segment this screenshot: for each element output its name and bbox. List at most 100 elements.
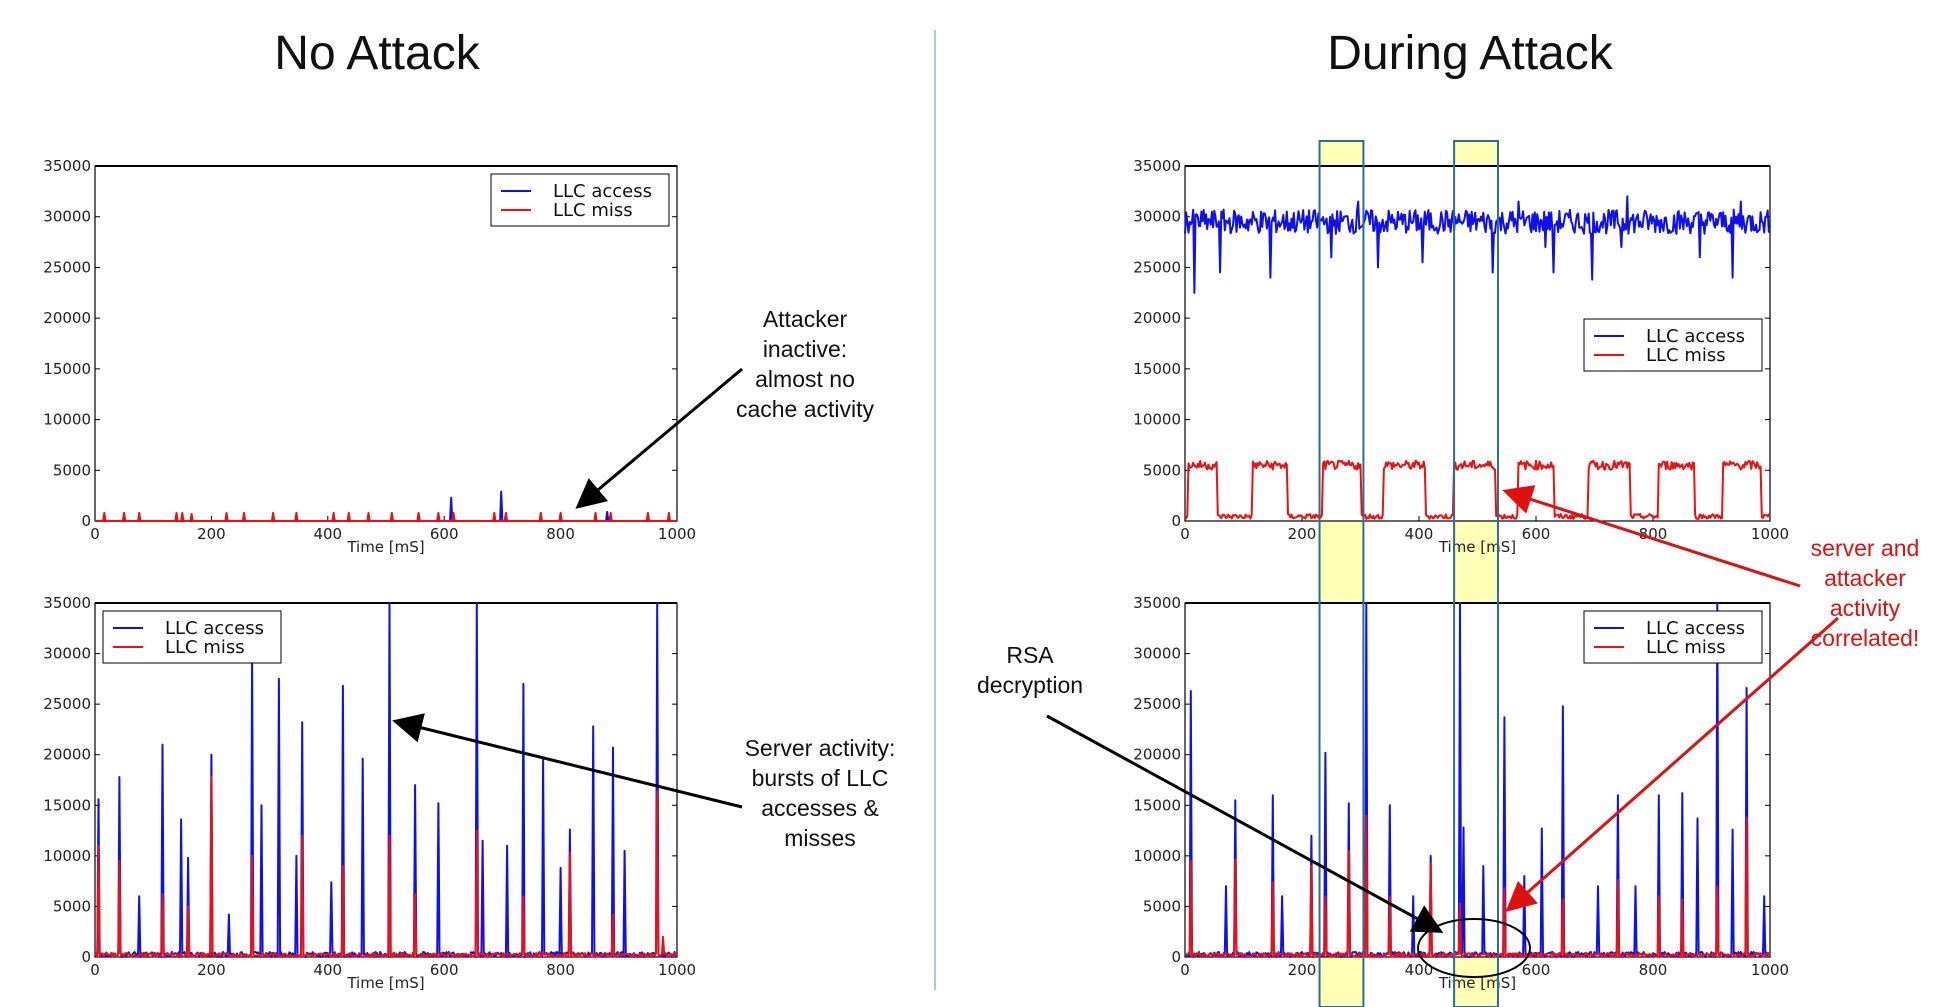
- attacker-inactive-note: Attacker inactive: almost no cache activ…: [720, 304, 890, 424]
- y-tick-label: 30000: [1133, 645, 1181, 663]
- left-panel-title: No Attack: [274, 27, 480, 80]
- note-line: cache activity: [735, 396, 875, 422]
- y-tick-label: 0: [81, 512, 91, 530]
- attack-attacker-chart: 0 5000 10000 15000 20000 25000 30000 35000 0 200 4…: [1133, 157, 1789, 556]
- legend-box: [1583, 318, 1763, 372]
- server-activity-note: Server activity: bursts of LLC accesses …: [730, 733, 910, 853]
- y-tick-label: 35000: [1133, 157, 1181, 175]
- x-tick-label: 1000: [1751, 525, 1789, 543]
- y-tick-label: 30000: [43, 645, 91, 663]
- note-line: accesses &: [761, 795, 879, 821]
- legend-label: LLC access: [553, 181, 652, 202]
- x-tick-label: 600: [430, 525, 459, 543]
- x-tick-label: 800: [546, 961, 575, 979]
- x-tick-label: 0: [90, 961, 100, 979]
- series-line-llc-miss: [1184, 459, 1771, 520]
- y-tick-label: 20000: [43, 746, 91, 764]
- y-tick-label: 20000: [43, 309, 91, 327]
- legend-label: LLC access: [1646, 618, 1745, 639]
- y-tick-label: 35000: [43, 594, 91, 612]
- y-tick-label: 25000: [1133, 695, 1181, 713]
- x-tick-label: 1000: [658, 961, 696, 979]
- y-tick-label: 10000: [43, 411, 91, 429]
- series-line-llc-access: [1184, 195, 1771, 294]
- y-tick-label: 25000: [43, 695, 91, 713]
- no-attack-server-chart: 0 5000 10000 15000 20000 25000 30000 35000 0 200 4…: [43, 594, 696, 992]
- note-line: bursts of LLC: [751, 765, 889, 791]
- correlation-highlight-band-border: [1318, 140, 1365, 1007]
- y-tick-label: 15000: [1133, 360, 1181, 378]
- y-tick-label: 25000: [1133, 258, 1181, 276]
- highlight-band-borders: [1318, 140, 1499, 1007]
- x-tick-label: 800: [546, 525, 575, 543]
- y-tick-label: 35000: [43, 157, 91, 175]
- y-tick-label: 0: [1171, 512, 1181, 530]
- correlation-arrow-bottom: [1505, 616, 1839, 912]
- y-tick-label: 10000: [43, 847, 91, 865]
- y-tick-label: 30000: [1133, 208, 1181, 226]
- legend-box: [1583, 610, 1763, 664]
- series-line-llc-miss: [95, 511, 677, 522]
- attacker-inactive-arrow: [575, 367, 743, 509]
- note-line: activity: [1829, 595, 1901, 621]
- y-tick-label: 15000: [43, 360, 91, 378]
- correlation-highlight-band-border: [1453, 140, 1499, 1007]
- x-tick-label: 600: [1522, 961, 1551, 979]
- legend-label: LLC access: [1646, 326, 1745, 347]
- annotation-arrows: [392, 367, 1839, 978]
- y-tick-label: 15000: [1133, 796, 1181, 814]
- x-tick-label: 400: [313, 961, 342, 979]
- x-tick-label: 800: [1639, 961, 1668, 979]
- y-tick-label: 30000: [43, 208, 91, 226]
- note-line: inactive:: [762, 336, 848, 362]
- note-line: misses: [784, 825, 856, 851]
- x-tick-label: 200: [1288, 961, 1317, 979]
- y-tick-label: 5000: [1143, 897, 1181, 915]
- x-tick-label: 0: [1180, 961, 1190, 979]
- note-line: correlated!: [1810, 625, 1920, 651]
- note-line: decryption: [976, 672, 1084, 698]
- y-tick-label: 20000: [1133, 746, 1181, 764]
- x-tick-label: 200: [197, 525, 226, 543]
- note-line: Attacker: [762, 306, 848, 332]
- x-tick-label: 200: [197, 961, 226, 979]
- server-activity-arrow: [392, 713, 743, 809]
- x-axis-label: Time [mS]: [346, 974, 424, 992]
- x-axis-label: Time [mS]: [1438, 538, 1516, 556]
- legend-label: LLC miss: [553, 200, 633, 221]
- y-tick-label: 10000: [1133, 847, 1181, 865]
- note-line: attacker: [1824, 565, 1906, 591]
- y-tick-label: 10000: [1133, 411, 1181, 429]
- correlation-arrow-top: [1502, 485, 1801, 588]
- x-tick-label: 400: [1405, 961, 1434, 979]
- x-tick-label: 600: [1522, 525, 1551, 543]
- x-tick-label: 1000: [658, 525, 696, 543]
- x-tick-label: 1000: [1751, 961, 1789, 979]
- y-tick-label: 20000: [1133, 309, 1181, 327]
- x-tick-label: 0: [1180, 525, 1190, 543]
- y-tick-label: 25000: [43, 258, 91, 276]
- legend-label: LLC miss: [165, 637, 245, 658]
- x-tick-label: 400: [313, 525, 342, 543]
- x-tick-label: 800: [1639, 525, 1668, 543]
- legend-box: [490, 173, 670, 227]
- x-axis-label: Time [mS]: [1438, 974, 1516, 992]
- y-tick-label: 5000: [53, 897, 91, 915]
- note-line: Server activity:: [744, 735, 896, 761]
- x-tick-label: 200: [1288, 525, 1317, 543]
- correlated-note: server and attacker activity correlated!: [1790, 533, 1940, 653]
- rsa-decryption-note: RSA decryption: [970, 640, 1090, 700]
- x-tick-label: 400: [1405, 525, 1434, 543]
- attack-server-chart: 0 5000 10000 15000 20000 25000 30000 35000 0 200 4…: [1133, 594, 1789, 992]
- series-line-llc-miss: [1184, 814, 1771, 958]
- x-tick-label: 600: [430, 961, 459, 979]
- y-tick-label: 5000: [1143, 461, 1181, 479]
- rsa-highlight-ellipse: [1417, 918, 1531, 978]
- y-tick-label: 35000: [1133, 594, 1181, 612]
